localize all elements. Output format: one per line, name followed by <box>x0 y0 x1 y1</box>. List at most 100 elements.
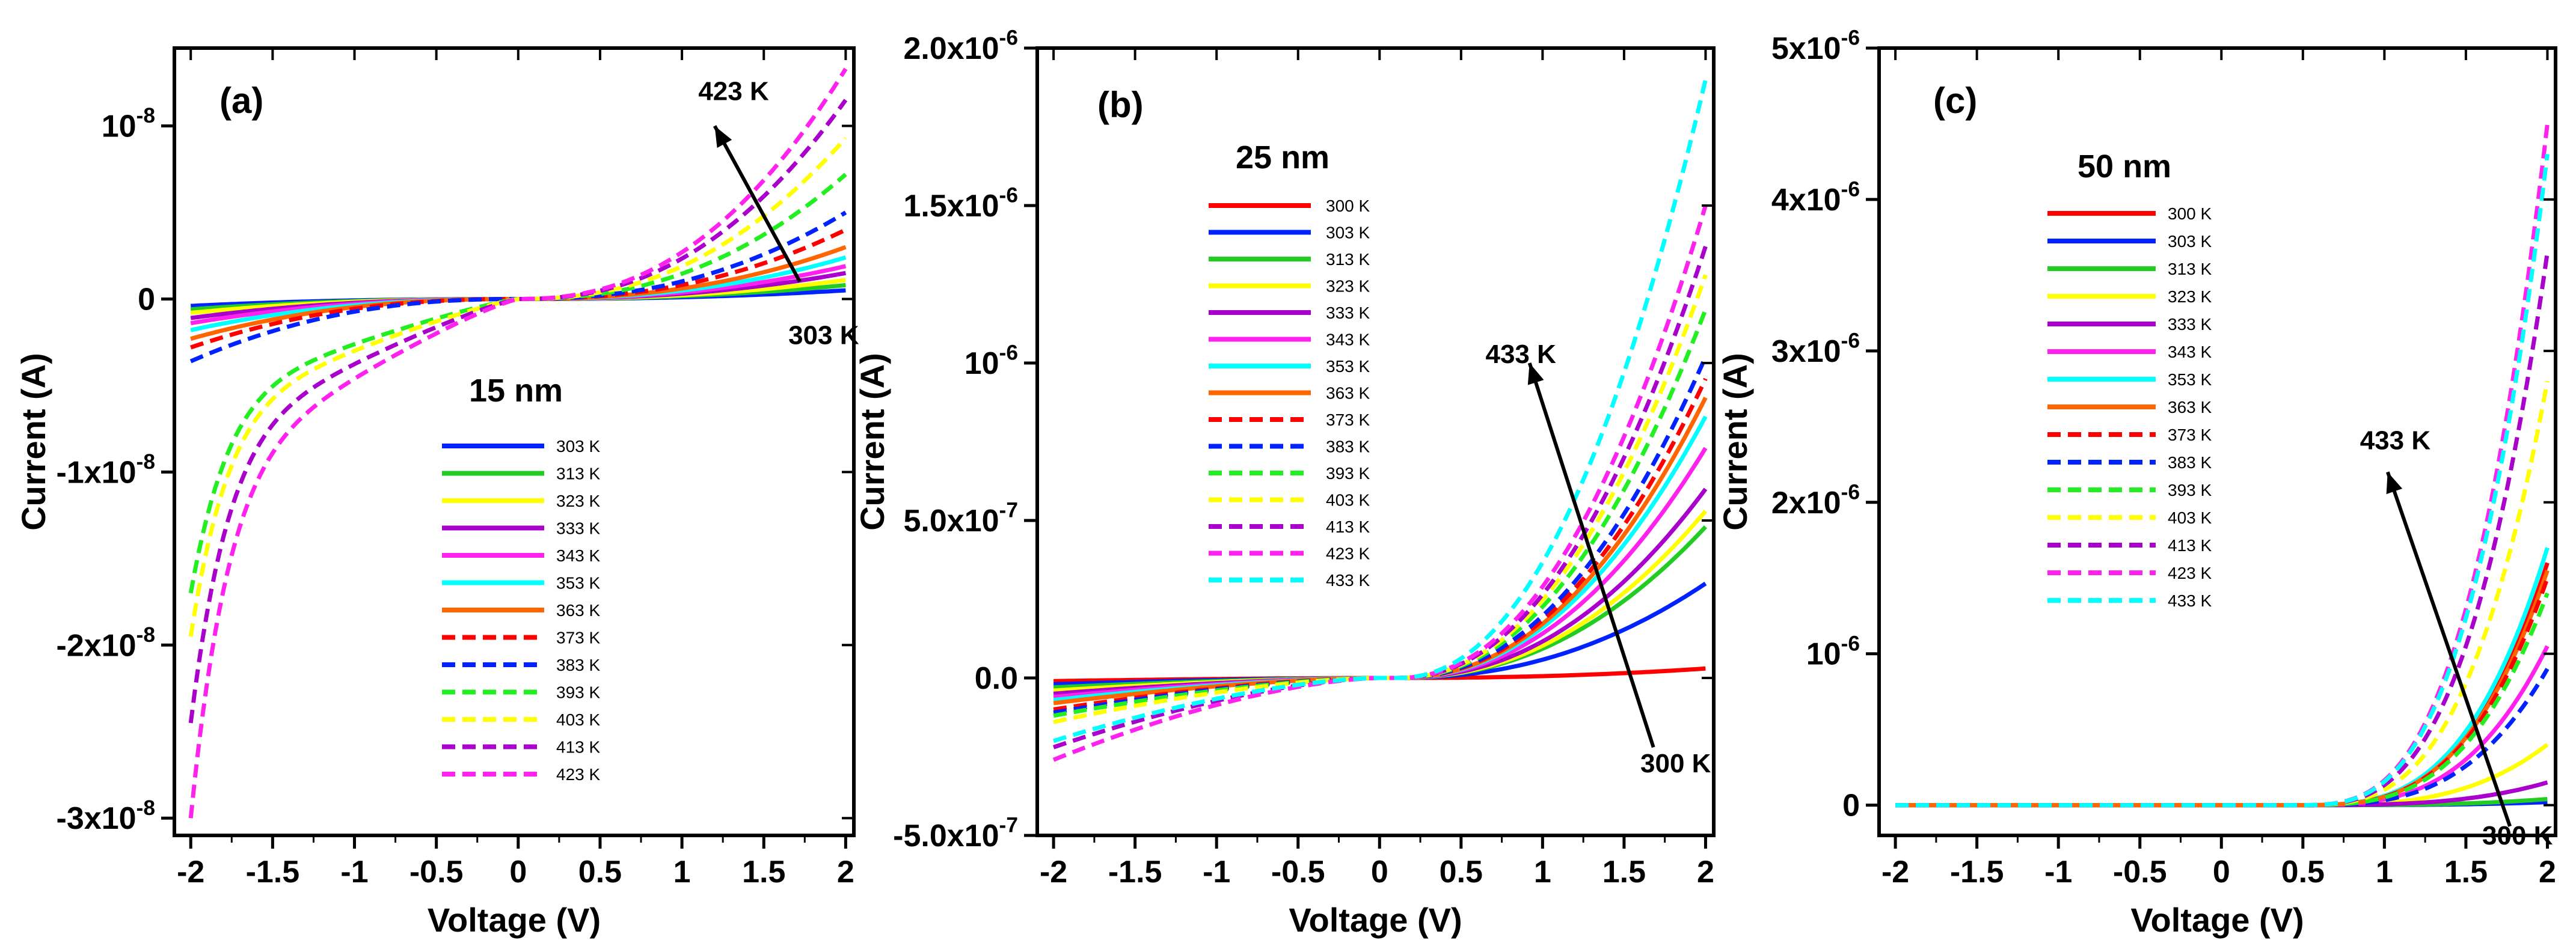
legend-label: 300 K <box>1326 197 1370 215</box>
legend-label: 373 K <box>2168 426 2212 444</box>
thickness-label: 50 nm <box>2078 148 2171 185</box>
legend: 300 K 303 K 313 K 323 K 333 K 343 K 353 K 363 K… <box>1209 197 1370 590</box>
x-axis-label: Voltage (V) <box>2130 901 2304 939</box>
y-tick-label: 5x10-6 <box>1771 26 1860 66</box>
series-group <box>1052 79 1708 762</box>
legend-label: 363 K <box>1326 384 1370 403</box>
x-tick-label: 1.5 <box>2444 855 2488 890</box>
arrow-head <box>2386 472 2403 495</box>
legend-label: 393 K <box>2168 481 2212 499</box>
legend-label: 300 K <box>2168 204 2212 223</box>
legend-label: 323 K <box>2168 287 2212 306</box>
chart-panel-b: -2 -1.5 -1 -0.5 0 0.5 1 1.5 2 2.0x10-6 1.5x10-6 10-… <box>853 26 1716 939</box>
y-tick-label: 10-8 <box>102 104 155 144</box>
legend-label: 423 K <box>556 765 600 784</box>
x-tick-label: -1.5 <box>1108 855 1162 890</box>
y-axis-label: Current (A) <box>14 353 52 531</box>
x-tick-label: -2 <box>177 855 204 890</box>
legend-label: 413 K <box>556 738 600 757</box>
x-tick-label: 0.5 <box>2281 855 2325 890</box>
y-tick-label: 0.0 <box>975 661 1018 696</box>
x-tick-label: -1.5 <box>1950 855 2004 890</box>
series-group <box>1895 123 2550 808</box>
legend-label: 403 K <box>556 710 600 729</box>
x-tick-label: 2 <box>837 855 854 890</box>
legend-label: 333 K <box>2168 315 2212 334</box>
legend-label: 363 K <box>556 601 600 620</box>
legend-label: 313 K <box>1326 250 1370 269</box>
temperature-annotation: 423 K <box>698 76 769 106</box>
x-tick-label: 0.5 <box>1440 855 1483 890</box>
x-axis-label: Voltage (V) <box>1289 901 1462 939</box>
legend-label: 353 K <box>2168 370 2212 389</box>
legend-label: 413 K <box>1326 517 1370 536</box>
plot-frame <box>1035 46 1716 837</box>
series-group <box>188 67 848 819</box>
y-tick-label: -2x10-8 <box>57 623 155 663</box>
temperature-annotation: 433 K <box>2360 426 2431 456</box>
legend: 300 K 303 K 313 K 323 K 333 K 343 K 353 K 363 K… <box>2047 204 2212 610</box>
legend-label: 433 K <box>2168 591 2212 610</box>
legend-label: 333 K <box>1326 304 1370 322</box>
y-axis-label: Current (A) <box>1716 353 1754 531</box>
y-tick-label: 0 <box>1842 789 1860 823</box>
x-tick-label: -2 <box>1881 855 1909 890</box>
y-tick-label: 10-6 <box>964 341 1018 381</box>
y-tick-label: -5.0x10-7 <box>893 814 1018 853</box>
legend-label: 353 K <box>1326 357 1370 376</box>
temperature-annotation: 300 K <box>1640 749 1711 778</box>
legend-label: 373 K <box>1326 410 1370 429</box>
legend: 303 K 313 K 323 K 333 K 343 K 353 K 363 K 373 K… <box>442 437 600 784</box>
y-tick-label: 5.0x10-7 <box>904 499 1019 539</box>
plot-frame <box>1877 46 2557 837</box>
x-tick-label: -1 <box>1203 855 1230 890</box>
x-tick-label: 2 <box>1697 855 1714 890</box>
temperature-annotation: 433 K <box>1485 340 1556 369</box>
panel-label: (a) <box>219 81 263 121</box>
x-tick-label: 0 <box>1371 855 1388 890</box>
series-line-433k <box>1895 153 2550 808</box>
x-tick-label: 0.5 <box>578 855 622 890</box>
x-tick-label: -0.5 <box>409 855 464 890</box>
x-tick-label: 1.5 <box>1602 855 1646 890</box>
legend-label: 393 K <box>1326 464 1370 483</box>
legend-label: 413 K <box>2168 536 2212 555</box>
y-tick-label: 0 <box>138 282 155 317</box>
y-axis-label: Current (A) <box>853 353 891 531</box>
thickness-label: 15 nm <box>469 373 563 409</box>
legend-label: 383 K <box>1326 438 1370 456</box>
y-tick-label: 4x10-6 <box>1771 178 1860 218</box>
x-tick-label: -1 <box>340 855 368 890</box>
legend-label: 303 K <box>1326 224 1370 242</box>
series-line-403k <box>188 136 848 637</box>
x-tick-label: 1.5 <box>742 855 785 890</box>
temperature-annotation: 303 K <box>788 320 859 350</box>
x-tick-label: -0.5 <box>1271 855 1325 890</box>
y-tick-label: -1x10-8 <box>57 450 155 490</box>
legend-label: 343 K <box>556 546 600 565</box>
x-tick-label: 0 <box>509 855 527 890</box>
legend-label: 313 K <box>2168 260 2212 278</box>
y-tick-label: 10-6 <box>1806 632 1860 671</box>
legend-label: 423 K <box>2168 564 2212 582</box>
legend-label: 363 K <box>2168 398 2212 417</box>
x-tick-label: 1 <box>673 855 691 890</box>
y-tick-label: 1.5x10-6 <box>904 184 1019 224</box>
y-tick-label: -3x10-8 <box>57 796 155 836</box>
series-line-433k <box>1053 79 1708 743</box>
legend-label: 383 K <box>2168 453 2212 472</box>
legend-label: 433 K <box>1326 571 1370 590</box>
arrow-head <box>714 126 732 148</box>
legend-label: 313 K <box>556 465 600 483</box>
legend-label: 403 K <box>1326 491 1370 510</box>
legend-label: 343 K <box>1326 331 1370 349</box>
legend-label: 323 K <box>556 492 600 510</box>
series-line-423k <box>188 67 848 819</box>
legend-label: 333 K <box>556 519 600 538</box>
legend-label: 303 K <box>556 437 600 456</box>
legend-label: 393 K <box>556 683 600 702</box>
trend-arrow <box>2385 471 2512 827</box>
y-tick-label: 2.0x10-6 <box>904 26 1019 66</box>
x-tick-label: -1.5 <box>246 855 300 890</box>
